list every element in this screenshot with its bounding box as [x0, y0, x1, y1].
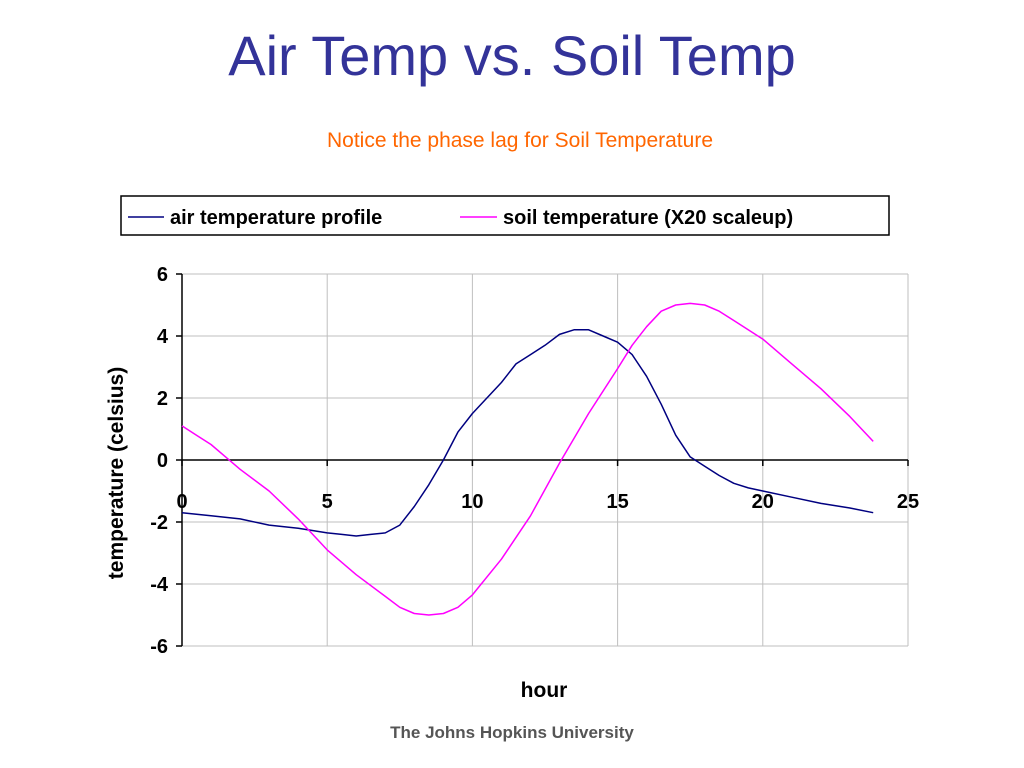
axes — [176, 273, 909, 647]
series-line-air — [181, 329, 874, 537]
x-tick-label: 0 — [176, 491, 187, 513]
y-tick-label: 6 — [157, 264, 168, 286]
x-tick-label: 10 — [461, 491, 483, 513]
x-tick-label: 5 — [322, 491, 333, 513]
y-tick-label: 4 — [157, 326, 169, 348]
y-tick-label: -6 — [150, 636, 168, 658]
page-subtitle: Notice the phase lag for Soil Temperatur… — [327, 129, 713, 152]
y-tick-label: -2 — [150, 512, 168, 534]
x-axis-title: hour — [521, 679, 568, 702]
page-title: Air Temp vs. Soil Temp — [228, 24, 796, 87]
legend-box — [120, 195, 890, 236]
series-line-soil — [181, 302, 874, 616]
y-axis-title: temperature (celsius) — [105, 367, 128, 579]
x-tick-label: 15 — [606, 491, 628, 513]
legend-label-air: air temperature profile — [170, 207, 382, 229]
legend-label-soil: soil temperature (X20 scaleup) — [503, 207, 793, 229]
x-tick-label: 25 — [897, 491, 919, 513]
y-tick-label: -4 — [150, 574, 169, 596]
y-tick-label: 0 — [157, 450, 168, 472]
x-tick-label: 20 — [752, 491, 774, 513]
footer: The Johns Hopkins University — [390, 723, 634, 742]
series-lines — [181, 302, 874, 616]
y-tick-label: 2 — [157, 388, 168, 410]
legend: air temperature profile soil temperature… — [120, 195, 890, 236]
